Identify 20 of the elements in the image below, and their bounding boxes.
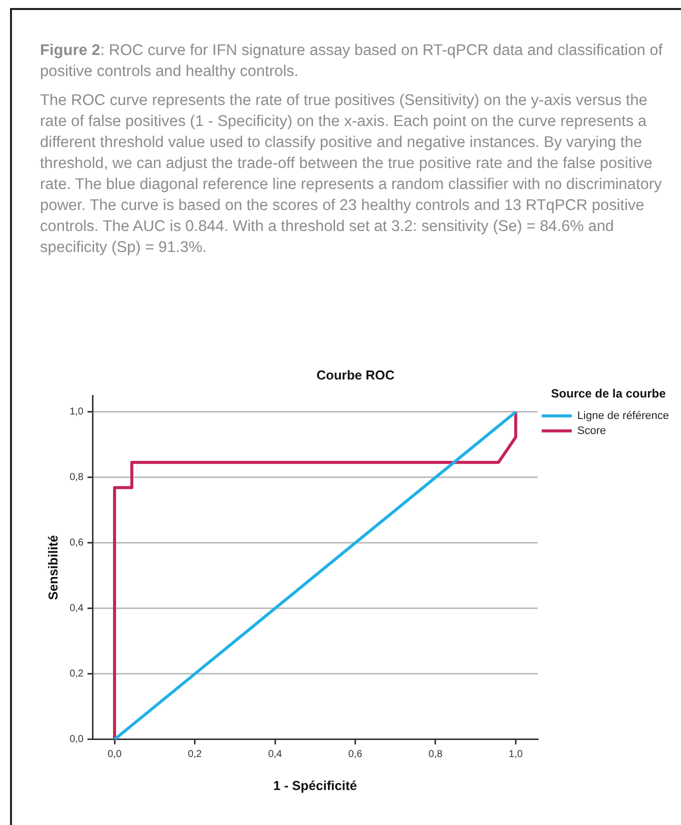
x-tick-label: 1,0 xyxy=(508,749,524,760)
x-tick-label: 0,2 xyxy=(188,749,202,760)
y-tick-label: 0,8 xyxy=(70,472,84,484)
y-tick-label: 0,2 xyxy=(70,668,84,680)
y-tick-label: 0,0 xyxy=(70,734,84,746)
x-tick-label: 0,6 xyxy=(348,749,363,760)
x-tick-label: 0,4 xyxy=(268,749,282,760)
y-tick-label: 0,4 xyxy=(70,603,84,614)
text: The ROC curve represents the rate of true positives (Sensitivity) on the y-axis versus the rate of false positives (1 - Specificity) on the x-axis. Each point on the curve represents a different threshold value used to classify positive and negative instances. By varying the threshold, we can adjust the trade-off between the true positive rate and the false positive rate. The blue diagonal reference line represents a random classifier with no discriminatory power. The curve is based on the scores of 23 healthy controls and 13 RTqPCR positive controls. The AUC is 0.844. With a threshold set at 3.2: sensitivity (Se) = 84.6% and specificity (Sp) = 91.3%. xyxy=(40,91,663,258)
y-tick-label: 0,6 xyxy=(70,538,84,549)
x-tick-label: 0,8 xyxy=(428,749,443,760)
x-axis-title: 1 - Spécificité xyxy=(273,778,358,793)
legend-label: Ligne de référence xyxy=(577,410,669,422)
chart-title: Courbe ROC xyxy=(316,367,396,382)
legend-title: Source de la courbe xyxy=(551,386,666,400)
y-axis-title: Sensibilité xyxy=(45,534,60,600)
y-tick-label: 1,0 xyxy=(70,406,84,418)
legend-label: Score xyxy=(577,424,606,437)
x-tick-label: 0,0 xyxy=(108,749,122,760)
caption: Figure 2: ROC curve for IFN signature assay based on RT-qPCR data and classification of positive controls and healthy controls. xyxy=(40,41,664,82)
